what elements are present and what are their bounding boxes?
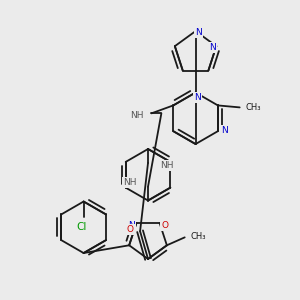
Text: O: O bbox=[161, 220, 168, 230]
Text: NH: NH bbox=[130, 111, 143, 120]
Text: N: N bbox=[209, 43, 216, 52]
Text: O: O bbox=[127, 225, 134, 234]
Text: Cl: Cl bbox=[76, 222, 87, 232]
Text: NH: NH bbox=[160, 161, 173, 170]
Text: NH: NH bbox=[123, 178, 136, 187]
Text: N: N bbox=[194, 93, 201, 102]
Text: N: N bbox=[128, 220, 135, 230]
Text: CH₃: CH₃ bbox=[190, 232, 206, 241]
Text: N: N bbox=[195, 28, 202, 37]
Text: CH₃: CH₃ bbox=[246, 103, 261, 112]
Text: N: N bbox=[221, 126, 228, 135]
